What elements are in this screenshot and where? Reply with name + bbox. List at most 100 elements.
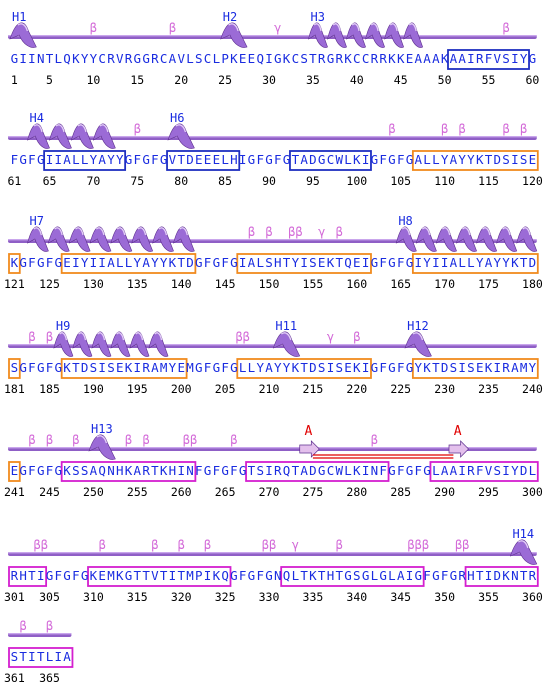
helix-turn [131, 226, 154, 252]
position-number: 10 [86, 73, 100, 87]
residue: K [388, 51, 396, 66]
residue: G [55, 255, 63, 270]
helix-turn [70, 123, 94, 149]
helix-shine [482, 227, 491, 236]
motif-box [8, 253, 21, 274]
residue: T [520, 568, 528, 583]
helix-shine [33, 227, 43, 236]
helix-shine [280, 332, 292, 341]
helix-turn [148, 331, 169, 357]
motif-box [289, 150, 372, 171]
residue: T [37, 649, 45, 664]
sheet-label: A [454, 424, 462, 439]
helix-turn [110, 226, 133, 252]
position-number: 175 [478, 277, 499, 291]
residue: P [195, 568, 203, 583]
residue: F [28, 255, 36, 270]
residue: L [72, 152, 80, 167]
residue: G [19, 360, 27, 375]
residue: Y [520, 51, 528, 66]
helix-turn [496, 226, 518, 252]
residue: F [46, 255, 54, 270]
turn-annotation: β [169, 21, 176, 35]
residue: H [274, 255, 282, 270]
residue: T [142, 568, 150, 583]
coil-highlight [8, 633, 72, 635]
residue: G [134, 51, 142, 66]
residue: C [98, 51, 106, 66]
residue: S [11, 360, 19, 375]
residue: F [256, 568, 264, 583]
residue: T [300, 568, 308, 583]
turn-annotation: ββ [235, 330, 249, 344]
residue: E [213, 152, 221, 167]
residue: A [450, 51, 458, 66]
residue: P [221, 51, 229, 66]
residue: A [485, 255, 493, 270]
residue: I [90, 255, 98, 270]
residue: I [169, 568, 177, 583]
residue: I [265, 51, 273, 66]
helix-turn [47, 226, 70, 252]
residue: R [335, 51, 343, 66]
residue: S [300, 51, 308, 66]
residue: Y [502, 255, 510, 270]
residue: K [125, 360, 133, 375]
motif-box [236, 358, 372, 379]
position-number: 225 [390, 382, 411, 396]
residue: K [169, 255, 177, 270]
position-number: 260 [171, 485, 192, 499]
residue: L [46, 649, 54, 664]
residue: G [160, 152, 168, 167]
residue: K [502, 568, 510, 583]
residue: S [335, 360, 343, 375]
residue: F [274, 152, 282, 167]
residue: I [362, 152, 370, 167]
residue: V [494, 51, 502, 66]
residue: L [388, 568, 396, 583]
helix-label: H1 [12, 10, 26, 24]
residue: L [125, 255, 133, 270]
residue: S [502, 152, 510, 167]
position-number: 315 [127, 590, 148, 604]
residue: Y [256, 360, 264, 375]
residue: S [11, 649, 19, 664]
residue: G [265, 152, 273, 167]
residue: T [300, 360, 308, 375]
residue: G [274, 51, 282, 66]
position-number: 220 [346, 382, 367, 396]
residue: L [81, 152, 89, 167]
helix-shine [75, 227, 84, 236]
helix-shine [401, 227, 411, 236]
position-number: 145 [215, 277, 236, 291]
turn-annotation: β [230, 433, 237, 447]
helix-shine [441, 227, 451, 236]
residue: Q [221, 568, 229, 583]
helix-turn [27, 226, 49, 252]
residue: Q [344, 255, 352, 270]
helix-label: H8 [398, 214, 412, 228]
residue: T [432, 360, 440, 375]
residue: I [55, 649, 63, 664]
position-number: 170 [434, 277, 455, 291]
helix-shine [55, 124, 65, 133]
position-number: 215 [303, 382, 324, 396]
turn-annotation: β [20, 619, 27, 633]
residue: S [502, 51, 510, 66]
turn-annotation: ββ [183, 433, 197, 447]
helix-label: H2 [223, 10, 237, 24]
residue: F [28, 463, 36, 478]
residue: Y [441, 152, 449, 167]
residue: T [46, 51, 54, 66]
position-number: 330 [259, 590, 280, 604]
residue: F [11, 152, 19, 167]
turn-annotation: γ [318, 225, 325, 239]
position-number: 90 [262, 174, 276, 188]
helix-turn [68, 226, 91, 252]
residue: T [335, 568, 343, 583]
position-number: 320 [171, 590, 192, 604]
residue: E [195, 152, 203, 167]
residue: F [379, 360, 387, 375]
residue: F [134, 152, 142, 167]
residue: I [511, 51, 519, 66]
